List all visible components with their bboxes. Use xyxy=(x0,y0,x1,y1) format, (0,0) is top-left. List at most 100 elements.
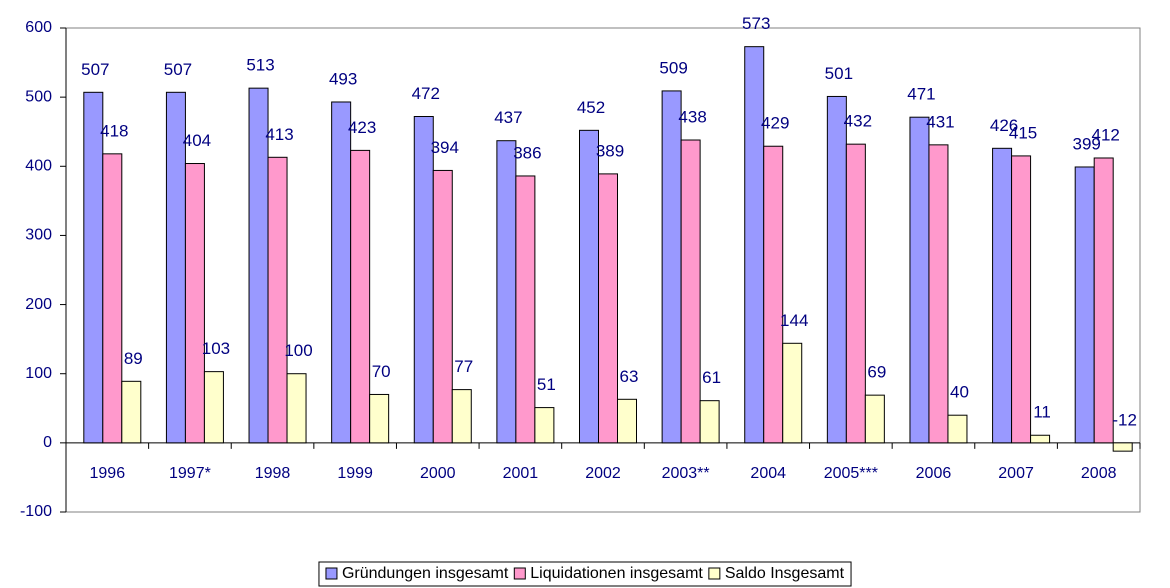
x-tick-label: 2005*** xyxy=(824,465,878,482)
value-label: 404 xyxy=(183,131,211,150)
value-label: 501 xyxy=(825,64,853,83)
x-tick-label: 1996 xyxy=(90,465,126,482)
legend-label: Gründungen insgesamt xyxy=(342,565,509,582)
legend-swatch xyxy=(708,567,721,580)
y-tick-label: -100 xyxy=(20,503,52,520)
value-label: 11 xyxy=(1033,403,1051,422)
value-label: 418 xyxy=(100,121,128,140)
bar xyxy=(782,342,803,444)
x-tick-label: 2008 xyxy=(1081,465,1117,482)
y-tick-label: 200 xyxy=(25,296,52,313)
bar xyxy=(432,169,453,444)
bar xyxy=(617,398,637,444)
bar xyxy=(121,380,142,444)
value-label: 389 xyxy=(596,141,624,160)
value-label: 89 xyxy=(124,349,143,368)
legend-box xyxy=(318,561,852,587)
x-tick-label: 1999 xyxy=(337,465,373,482)
bar xyxy=(184,163,205,444)
value-label: 472 xyxy=(412,84,440,103)
bar xyxy=(864,394,885,444)
bar xyxy=(1011,155,1032,444)
bar xyxy=(699,400,720,444)
value-label: 493 xyxy=(329,69,357,88)
y-tick-label: 100 xyxy=(25,365,52,382)
y-tick-label: 500 xyxy=(25,88,52,105)
value-label: 426 xyxy=(990,116,1018,135)
x-tick-label: 2006 xyxy=(916,465,952,482)
value-label: 415 xyxy=(1009,123,1037,142)
value-label: 412 xyxy=(1092,125,1120,144)
x-tick-label: 2000 xyxy=(420,465,456,482)
x-tick-label: 2004 xyxy=(750,465,786,482)
legend-swatch xyxy=(325,567,338,580)
bar xyxy=(534,407,555,444)
y-tick-label: 0 xyxy=(43,434,52,451)
value-label: 438 xyxy=(678,107,706,126)
value-label: 69 xyxy=(867,363,886,382)
value-label: 452 xyxy=(577,98,605,117)
bar xyxy=(286,373,307,444)
bar xyxy=(826,95,847,444)
value-label: 51 xyxy=(537,375,556,394)
bar xyxy=(350,149,371,444)
y-tick-label: 300 xyxy=(25,227,52,244)
bar xyxy=(909,116,930,444)
value-label: 471 xyxy=(907,85,935,104)
value-label: 399 xyxy=(1073,134,1101,153)
bar xyxy=(579,129,599,444)
bar xyxy=(102,153,123,444)
bar xyxy=(413,116,434,444)
legend: Gründungen insgesamt Liquidationen insges… xyxy=(318,561,852,587)
bar xyxy=(451,389,472,444)
value-label: 431 xyxy=(926,112,954,131)
value-label: 77 xyxy=(454,357,473,376)
value-label: 70 xyxy=(372,362,391,381)
bar xyxy=(1112,442,1133,452)
x-tick-label: 2003** xyxy=(662,465,710,482)
value-label: 61 xyxy=(702,368,721,387)
legend-label: Saldo Insgesamt xyxy=(725,565,845,582)
value-label: 513 xyxy=(246,56,274,75)
value-label: 507 xyxy=(81,60,109,79)
value-label: 423 xyxy=(348,118,376,137)
value-label: 100 xyxy=(284,341,312,360)
x-tick-label: 2001 xyxy=(503,465,539,482)
value-label: 429 xyxy=(761,114,789,133)
bar xyxy=(83,91,104,444)
bar xyxy=(763,145,784,444)
legend-swatch xyxy=(513,567,526,580)
bar xyxy=(1030,434,1051,444)
bar xyxy=(1093,157,1114,444)
bar xyxy=(496,140,517,444)
value-label: 386 xyxy=(513,143,541,162)
y-tick-label: 600 xyxy=(25,19,52,36)
bar xyxy=(992,147,1013,444)
value-label: 394 xyxy=(431,138,459,157)
bar xyxy=(203,371,224,444)
value-label: 509 xyxy=(659,58,687,77)
bar xyxy=(331,101,352,444)
bar xyxy=(598,173,618,444)
x-tick-label: 2002 xyxy=(585,465,621,482)
bar xyxy=(845,143,866,444)
y-tick-label: 400 xyxy=(25,158,52,175)
x-tick-label: 1997* xyxy=(169,465,211,482)
bar xyxy=(661,90,682,444)
bar xyxy=(947,414,968,444)
x-tick-label: 2007 xyxy=(998,465,1034,482)
value-label: 103 xyxy=(202,339,230,358)
bar xyxy=(928,144,949,444)
value-label: -12 xyxy=(1112,410,1137,429)
bar xyxy=(369,393,390,444)
legend-label: Liquidationen insgesamt xyxy=(530,565,703,582)
bar xyxy=(744,46,765,444)
value-label: 573 xyxy=(742,14,770,33)
bar xyxy=(680,139,701,444)
value-label: 437 xyxy=(494,108,522,127)
bar xyxy=(1074,166,1095,444)
bar xyxy=(267,156,288,444)
x-tick-label: 1998 xyxy=(255,465,291,482)
bar xyxy=(515,175,536,444)
